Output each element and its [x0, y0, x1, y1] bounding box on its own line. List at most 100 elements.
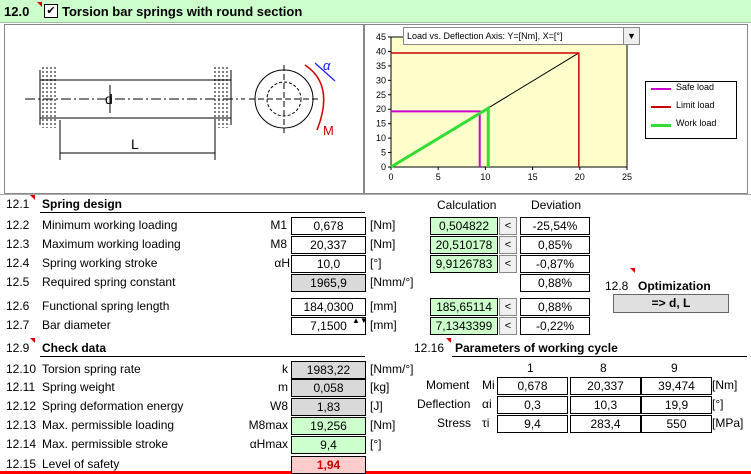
- legend-swatch-limit: [651, 106, 671, 108]
- title-underline: [40, 356, 365, 357]
- label-M: M: [323, 123, 334, 138]
- row-deviation: -0,87%: [520, 255, 590, 273]
- row-symbol: M1: [270, 218, 287, 232]
- row-value-field[interactable]: 1965,9: [291, 274, 366, 292]
- cycle-column-header: 1: [527, 361, 534, 375]
- cycle-title: Parameters of working cycle: [455, 341, 618, 355]
- row-symbol: M8max: [248, 418, 288, 432]
- row-unit: [kg]: [370, 380, 390, 394]
- row-deviation: 0,88%: [520, 298, 590, 316]
- chart-legend: Safe load Limit load Work load: [645, 81, 737, 139]
- row-label: Max. permissible loading: [42, 418, 175, 432]
- transfer-button[interactable]: <: [499, 317, 517, 335]
- load-deflection-chart: 0 5 10 15 20 25 30 35 40 45 0 5 10 15 20 25: [376, 32, 632, 182]
- comment-marker: [30, 195, 35, 200]
- legend-swatch-work: [651, 124, 671, 127]
- row-value-field[interactable]: 184,0300: [291, 298, 366, 316]
- chart-type-dropdown[interactable]: Load vs. Deflection Axis: Y=[Nm], X=[°] …: [403, 27, 640, 45]
- cycle-row-symbol: αi: [482, 397, 492, 411]
- cycle-column-header: 9: [671, 361, 678, 375]
- x-tick-label: 20: [575, 172, 585, 182]
- cycle-value: 9,4: [497, 415, 568, 433]
- cycle-value: 0,3: [497, 396, 568, 414]
- label-d: d: [105, 91, 113, 107]
- check-value: 1,94: [291, 456, 366, 474]
- row-number: 12.6: [6, 299, 30, 313]
- row-label: Spring working stroke: [42, 256, 158, 270]
- cycle-row-unit: [MPa]: [712, 416, 744, 430]
- optimization-title: Optimization: [638, 279, 711, 293]
- row-number: 12.10: [6, 362, 37, 376]
- row-unit: [°]: [370, 256, 382, 270]
- row-symbol: k: [282, 362, 288, 376]
- row-unit: [Nmm/°]: [370, 275, 414, 289]
- transfer-button[interactable]: <: [499, 298, 517, 316]
- header-number: 12.0: [4, 4, 30, 19]
- row-symbol: M8: [270, 237, 287, 251]
- row-value-field[interactable]: 20,337: [291, 236, 366, 254]
- y-tick-label: 15: [376, 119, 386, 129]
- row-number: 12.14: [6, 437, 37, 451]
- transfer-button[interactable]: <: [499, 255, 517, 273]
- check-value: 9,4: [291, 436, 366, 454]
- transfer-button[interactable]: <: [499, 236, 517, 254]
- cycle-row-label: Stress: [437, 416, 472, 430]
- cycle-value: 10,3: [570, 396, 641, 414]
- divider: [0, 194, 751, 195]
- chart-dropdown-value: Load vs. Deflection Axis: Y=[Nm], X=[°]: [407, 31, 563, 41]
- row-symbol: αH: [274, 256, 290, 270]
- chart-panel: 0 5 10 15 20 25 30 35 40 45 0 5 10 15 20 25 Load vs. De…: [364, 24, 748, 194]
- x-tick-label: 15: [528, 172, 538, 182]
- row-unit: [Nm]: [370, 218, 396, 232]
- cycle-row-unit: [Nm]: [712, 378, 738, 392]
- chevron-down-icon[interactable]: ▼: [623, 28, 639, 44]
- comment-marker: [30, 338, 35, 343]
- y-tick-label: 5: [381, 148, 386, 158]
- spring-drawing-panel: d L α M: [4, 24, 364, 194]
- comment-marker: [37, 2, 42, 7]
- check-value: 1,83: [291, 398, 366, 416]
- design-title: Spring design: [42, 197, 123, 211]
- legend-limit-load: Limit load: [676, 100, 715, 110]
- row-value-field[interactable]: 10,0: [291, 255, 366, 273]
- row-calculation: 0,504822: [430, 217, 498, 235]
- cycle-row-symbol: τi: [482, 416, 490, 430]
- row-value-field[interactable]: 7,1500: [291, 317, 366, 335]
- row-label: Functional spring length: [42, 299, 170, 313]
- row-deviation: -0,22%: [520, 317, 590, 335]
- row-unit: [mm]: [370, 299, 397, 313]
- cycle-value: 550: [641, 415, 712, 433]
- x-tick-label: 25: [622, 172, 632, 182]
- cycle-row-symbol: Mi: [482, 378, 495, 392]
- check-number: 12.9: [6, 341, 30, 355]
- label-L: L: [131, 136, 139, 152]
- y-tick-label: 40: [376, 46, 386, 56]
- legend-swatch-safe: [651, 88, 671, 90]
- work-load-line: [390, 105, 490, 169]
- row-number: 12.12: [6, 399, 37, 413]
- cycle-row-label: Deflection: [417, 397, 471, 411]
- row-calculation: 9,9126783: [430, 255, 498, 273]
- legend-safe-load: Safe load: [676, 82, 715, 92]
- row-number: 12.2: [6, 218, 30, 232]
- check-value: 19,256: [291, 417, 366, 435]
- title-underline: [40, 212, 365, 213]
- y-tick-label: 35: [376, 61, 386, 71]
- row-number: 12.3: [6, 237, 30, 251]
- x-tick-label: 10: [480, 172, 490, 182]
- optimization-number: 12.8: [605, 279, 629, 293]
- optimize-button[interactable]: => d, L: [613, 294, 729, 313]
- cycle-value: 19,9: [641, 396, 712, 414]
- spinner-icon[interactable]: ▲▼: [352, 316, 368, 325]
- transfer-button[interactable]: <: [499, 217, 517, 235]
- row-number: 12.5: [6, 275, 30, 289]
- row-value-field[interactable]: 0,678: [291, 217, 366, 235]
- row-symbol: αHmax: [249, 437, 288, 451]
- header-checkbox[interactable]: ✔: [44, 4, 58, 18]
- plot-area: [390, 36, 628, 168]
- cycle-column-header: 8: [600, 361, 607, 375]
- row-unit: [mm]: [370, 318, 397, 332]
- cycle-value: 20,337: [570, 377, 641, 395]
- dev-header: Deviation: [531, 198, 582, 212]
